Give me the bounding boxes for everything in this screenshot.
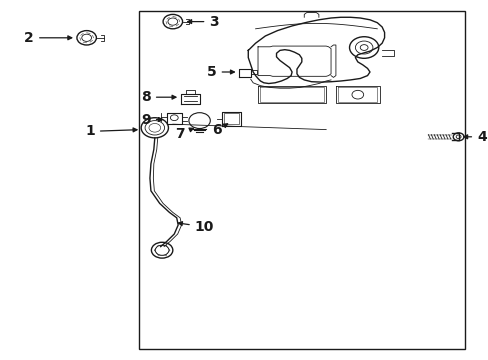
Text: 3: 3 <box>187 15 219 28</box>
Text: 9: 9 <box>141 113 162 126</box>
Text: 7: 7 <box>175 127 193 141</box>
Text: 4: 4 <box>463 130 486 144</box>
Text: 1: 1 <box>85 125 137 138</box>
Text: 5: 5 <box>206 65 234 79</box>
Text: 6: 6 <box>211 123 227 137</box>
Text: 2: 2 <box>24 31 72 45</box>
Text: 8: 8 <box>141 90 176 104</box>
Text: 10: 10 <box>178 220 214 234</box>
Bar <box>139 11 464 349</box>
